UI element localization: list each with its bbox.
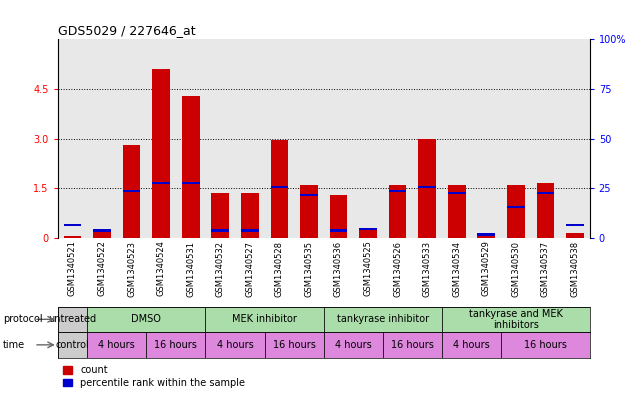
Bar: [478, 233, 495, 238]
Bar: [448, 185, 465, 238]
Bar: [87, 307, 206, 332]
Bar: [501, 39, 531, 238]
Bar: [448, 192, 465, 194]
Bar: [537, 192, 554, 194]
Bar: [419, 186, 436, 188]
Bar: [153, 182, 170, 184]
Text: 4 hours: 4 hours: [217, 340, 253, 350]
Bar: [265, 39, 294, 238]
Bar: [122, 145, 140, 238]
Bar: [359, 228, 377, 230]
Bar: [324, 307, 442, 332]
Bar: [419, 138, 436, 238]
Bar: [182, 95, 199, 238]
Bar: [300, 185, 318, 238]
Text: 16 hours: 16 hours: [272, 340, 315, 350]
Text: MEK inhibitor: MEK inhibitor: [232, 314, 297, 324]
Bar: [507, 206, 525, 208]
Bar: [182, 182, 199, 184]
Bar: [383, 39, 412, 238]
Bar: [93, 230, 111, 232]
Bar: [58, 39, 87, 238]
Bar: [383, 332, 442, 358]
Bar: [63, 224, 81, 226]
Legend: count, percentile rank within the sample: count, percentile rank within the sample: [63, 365, 245, 388]
Bar: [93, 231, 111, 238]
Text: tankyrase and MEK
inhibitors: tankyrase and MEK inhibitors: [469, 309, 563, 330]
Bar: [241, 230, 259, 232]
Bar: [146, 39, 176, 238]
Bar: [87, 332, 146, 358]
Bar: [442, 307, 590, 332]
Bar: [560, 39, 590, 238]
Bar: [501, 332, 590, 358]
Bar: [58, 307, 87, 332]
Bar: [271, 140, 288, 238]
Text: 16 hours: 16 hours: [154, 340, 197, 350]
Bar: [146, 332, 206, 358]
Bar: [87, 39, 117, 238]
Bar: [531, 39, 560, 238]
Bar: [412, 39, 442, 238]
Bar: [478, 233, 495, 236]
Bar: [153, 69, 170, 238]
Bar: [206, 39, 235, 238]
Bar: [566, 233, 584, 238]
Bar: [507, 185, 525, 238]
Bar: [388, 190, 406, 192]
Bar: [472, 39, 501, 238]
Text: 4 hours: 4 hours: [335, 340, 372, 350]
Bar: [359, 230, 377, 238]
Text: control: control: [56, 340, 89, 350]
Bar: [265, 332, 324, 358]
Bar: [329, 230, 347, 232]
Bar: [442, 332, 501, 358]
Bar: [294, 39, 324, 238]
Bar: [176, 39, 206, 238]
Text: 16 hours: 16 hours: [391, 340, 434, 350]
Bar: [212, 230, 229, 232]
Text: DMSO: DMSO: [131, 314, 162, 324]
Bar: [117, 39, 146, 238]
Text: GDS5029 / 227646_at: GDS5029 / 227646_at: [58, 24, 196, 37]
Bar: [235, 39, 265, 238]
Text: 4 hours: 4 hours: [99, 340, 135, 350]
Text: protocol: protocol: [3, 314, 43, 324]
Text: time: time: [3, 340, 26, 350]
Bar: [206, 307, 324, 332]
Bar: [442, 39, 472, 238]
Bar: [353, 39, 383, 238]
Bar: [300, 194, 318, 196]
Bar: [324, 39, 353, 238]
Bar: [206, 332, 265, 358]
Bar: [566, 224, 584, 226]
Bar: [58, 332, 87, 358]
Bar: [388, 185, 406, 238]
Text: 16 hours: 16 hours: [524, 340, 567, 350]
Bar: [324, 332, 383, 358]
Bar: [271, 186, 288, 188]
Bar: [537, 183, 554, 238]
Bar: [241, 193, 259, 238]
Bar: [212, 193, 229, 238]
Bar: [329, 195, 347, 238]
Bar: [63, 236, 81, 238]
Text: tankyrase inhibitor: tankyrase inhibitor: [337, 314, 429, 324]
Bar: [122, 190, 140, 192]
Text: 4 hours: 4 hours: [453, 340, 490, 350]
Text: untreated: untreated: [49, 314, 97, 324]
